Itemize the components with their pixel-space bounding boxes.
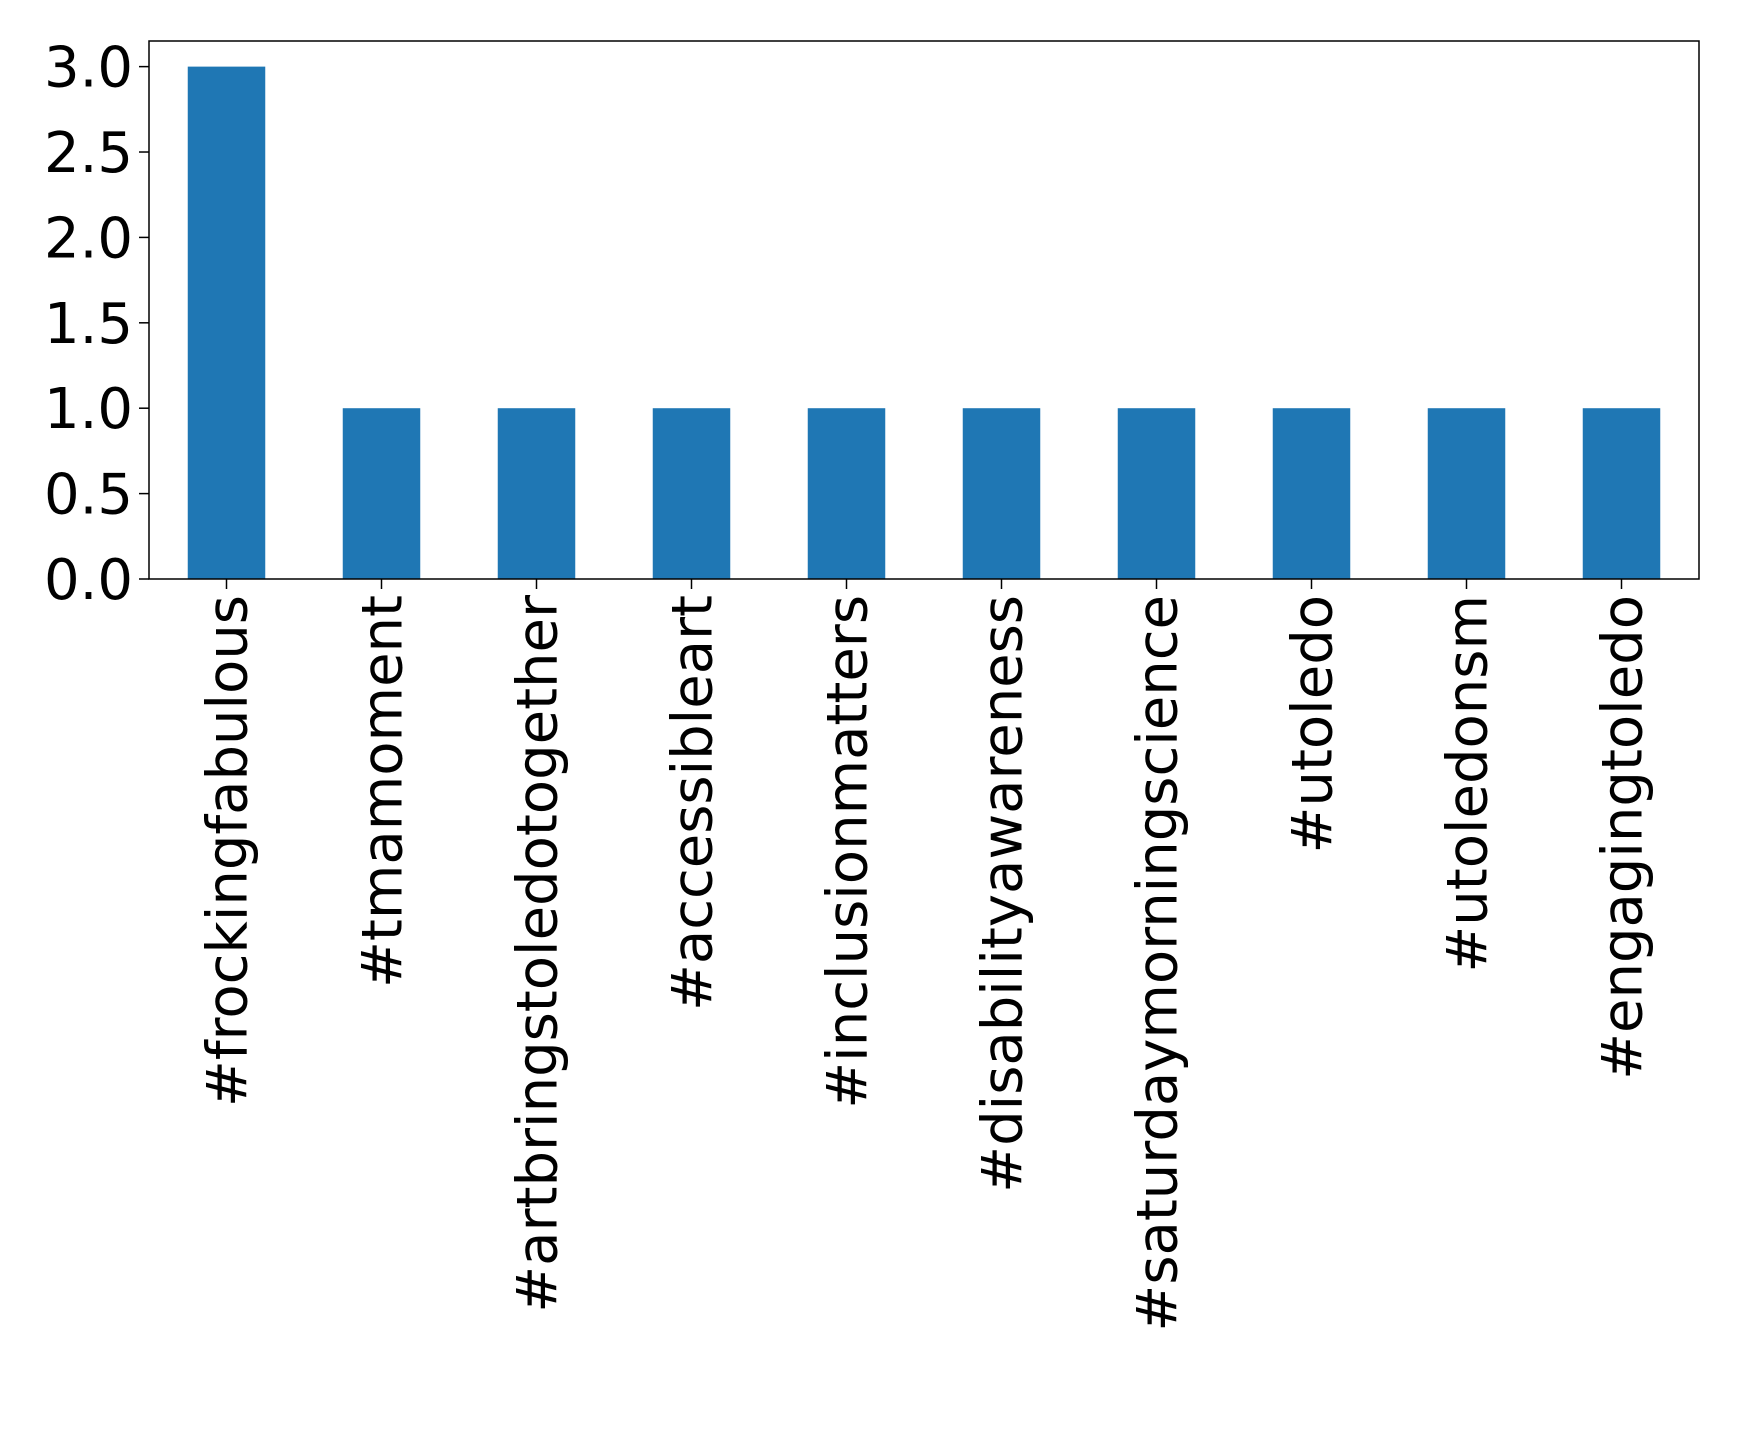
x-tick-label: #tmamoment — [351, 595, 416, 988]
x-tick-label: #accessibleart — [661, 595, 726, 1011]
x-tick-label: #utoledo — [1281, 595, 1346, 853]
y-tick-label: 3.0 — [44, 36, 133, 101]
x-tick-label: #utoledonsm — [1436, 595, 1501, 973]
y-tick-label: 2.5 — [44, 121, 133, 186]
x-tick-label: #engagingtoledo — [1591, 595, 1656, 1080]
y-tick-label: 2.0 — [44, 206, 133, 271]
y-tick-label: 1.5 — [44, 292, 133, 357]
bar — [1427, 408, 1506, 579]
bar — [342, 408, 421, 579]
y-tick-label: 0.0 — [44, 548, 133, 613]
plot-frame — [148, 40, 1700, 580]
bar — [807, 408, 886, 579]
bar — [497, 408, 576, 579]
bar — [187, 66, 266, 580]
bar — [1272, 408, 1351, 579]
y-tick-label: 1.0 — [44, 377, 133, 442]
bar — [1582, 408, 1661, 579]
bar — [962, 408, 1041, 579]
y-tick-label: 0.5 — [44, 463, 133, 528]
bar — [1117, 408, 1196, 579]
bar — [652, 408, 731, 579]
x-tick-label: #inclusionmatters — [816, 595, 881, 1109]
x-tick-label: #frockingfabulous — [196, 595, 261, 1107]
x-tick-label: #saturdaymorningscience — [1126, 595, 1191, 1332]
x-tick-label: #disabilityawareness — [971, 595, 1036, 1193]
x-tick-label: #artbringstoledotogether — [506, 594, 571, 1313]
